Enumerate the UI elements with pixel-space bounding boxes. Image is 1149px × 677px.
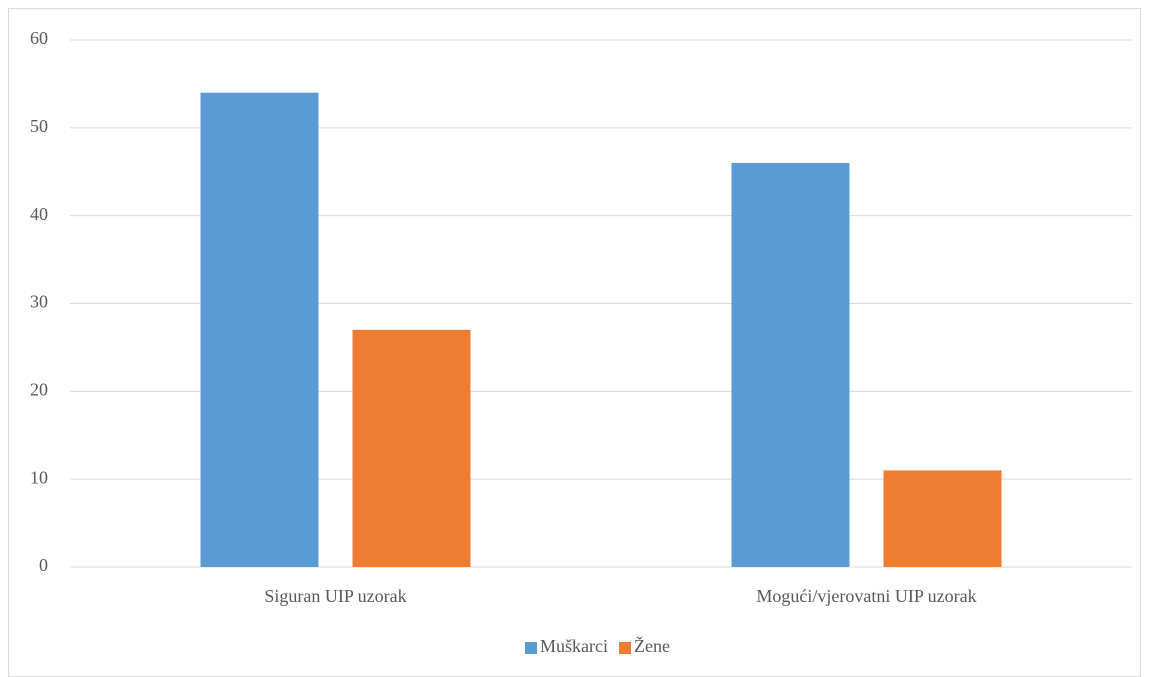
y-tick-label: 40 [30,204,48,224]
bar [352,329,471,567]
y-tick-label: 50 [30,116,48,136]
y-tick-label: 10 [30,467,48,487]
bar [883,470,1002,567]
legend-label: Muškarci [540,636,608,656]
bar [200,92,319,567]
legend-swatch [619,642,631,654]
legend-swatch [525,642,537,654]
y-tick-label: 30 [30,292,48,312]
legend-label: Žene [634,635,670,656]
y-tick-label: 20 [30,379,48,399]
y-tick-label: 60 [30,28,48,48]
y-tick-label: 0 [39,555,48,575]
x-tick-label: Siguran UIP uzorak [264,586,406,606]
chart-border [8,8,1141,677]
x-tick-label: Mogući/vjerovatni UIP uzorak [756,586,976,606]
bar [731,162,850,567]
